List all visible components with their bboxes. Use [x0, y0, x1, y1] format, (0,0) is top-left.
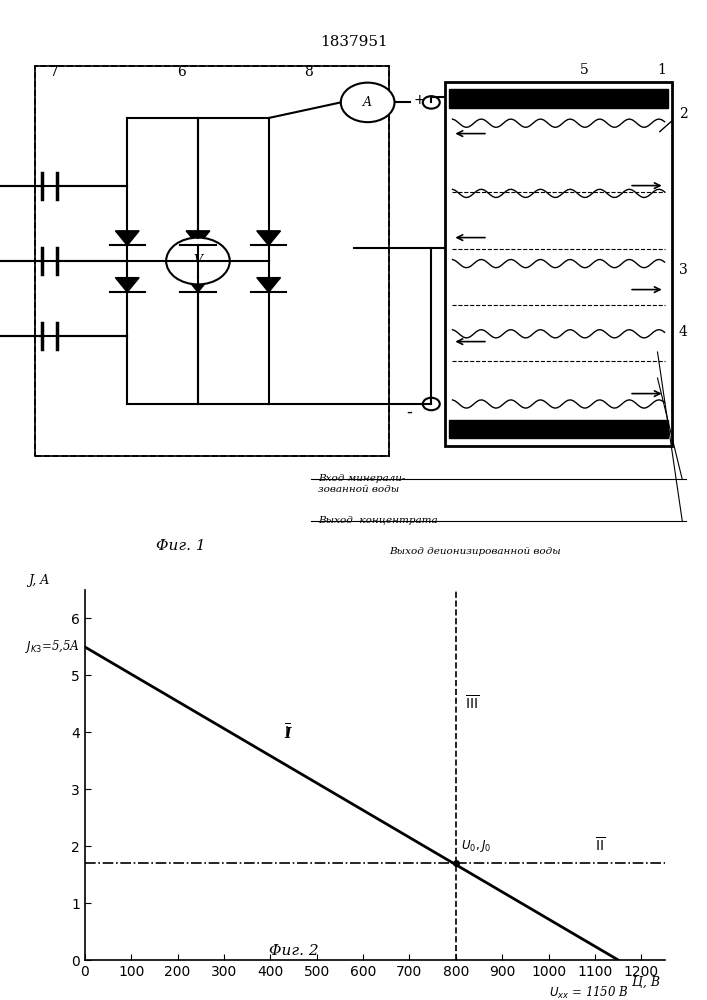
Text: 5: 5 [580, 63, 588, 77]
Text: A: A [363, 96, 372, 109]
Text: I: I [284, 727, 291, 741]
Text: $\overline{\mathrm{I}}$: $\overline{\mathrm{I}}$ [284, 723, 291, 741]
Bar [35, 66, 389, 456]
Text: 1: 1 [658, 63, 667, 77]
Text: 1837951: 1837951 [320, 35, 387, 49]
Bar [449, 420, 668, 438]
Text: 4: 4 [679, 325, 688, 339]
Text: 8: 8 [304, 65, 312, 79]
Circle shape [341, 83, 395, 122]
Text: 6: 6 [177, 65, 185, 79]
Text: -: - [407, 403, 412, 421]
Text: 2: 2 [679, 107, 687, 121]
Text: Ц, В: Ц, В [632, 976, 660, 989]
Text: J, A: J, A [28, 574, 49, 587]
Circle shape [166, 238, 230, 284]
Text: Φиг. 2: Φиг. 2 [269, 944, 318, 958]
Text: Выход деионизированной воды: Выход деионизированной воды [389, 547, 561, 556]
Circle shape [423, 398, 440, 410]
Polygon shape [115, 231, 139, 245]
Text: $U_0, J_0$: $U_0, J_0$ [460, 838, 491, 854]
Polygon shape [257, 231, 281, 245]
Text: $J_{K3}$=5,5А: $J_{K3}$=5,5А [25, 638, 79, 655]
Bar [449, 89, 668, 108]
Circle shape [423, 96, 440, 109]
Polygon shape [186, 231, 210, 245]
Text: V: V [194, 254, 202, 267]
Bar [35, 66, 389, 456]
Polygon shape [115, 278, 139, 292]
Text: $\overline{\mathrm{II}}$: $\overline{\mathrm{II}}$ [595, 837, 605, 855]
Text: Вход минерали-
зованной воды: Вход минерали- зованной воды [318, 474, 406, 494]
Text: Φиг. 1: Φиг. 1 [156, 539, 205, 553]
Text: +: + [414, 93, 425, 107]
Polygon shape [257, 278, 281, 292]
Text: 3: 3 [679, 263, 687, 277]
Text: Выход  концентрата: Выход концентрата [318, 516, 438, 525]
Polygon shape [186, 278, 210, 292]
Text: 7: 7 [49, 65, 59, 79]
Bar [445, 82, 672, 446]
Text: $\overline{\mathrm{III}}$: $\overline{\mathrm{III}}$ [465, 694, 479, 713]
Text: $U_{xx}$ = 1150 В: $U_{xx}$ = 1150 В [549, 985, 629, 1000]
